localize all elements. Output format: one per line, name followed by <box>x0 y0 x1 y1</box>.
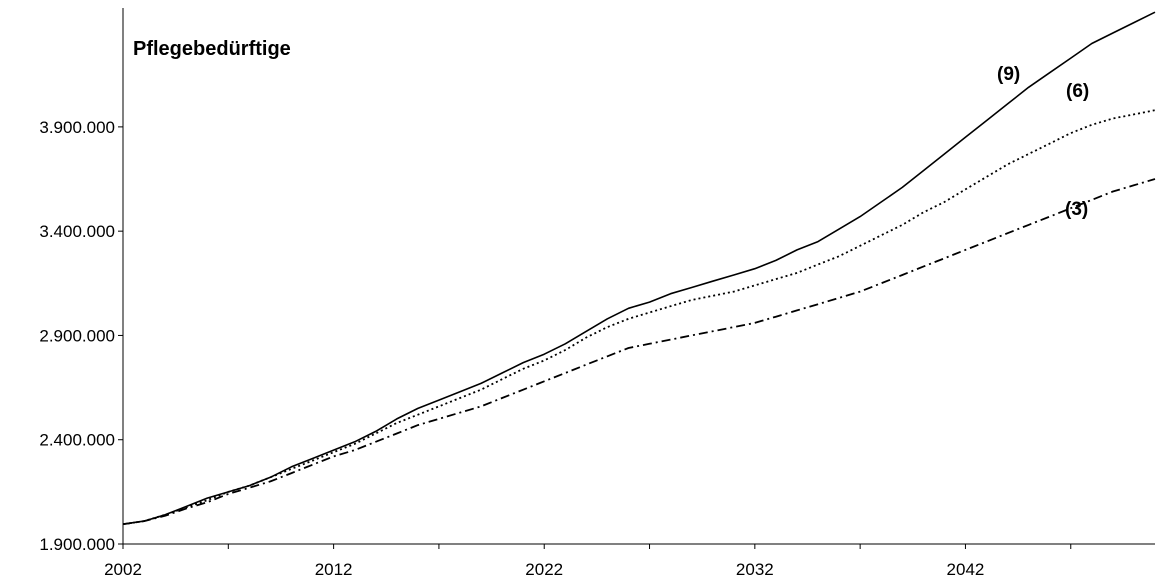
series-label-9: (9) <box>997 64 1020 85</box>
series-label-6: (6) <box>1066 81 1089 102</box>
y-tick-label: 2.400.000 <box>39 431 115 450</box>
x-tick-label: 2002 <box>104 560 142 579</box>
series-line-9 <box>122 11 1156 525</box>
x-tick-label: 2032 <box>736 560 774 579</box>
chart-title: Pflegebedürftige <box>133 38 291 60</box>
axes-layer <box>122 8 1155 545</box>
y-tick-label: 2.900.000 <box>39 326 115 345</box>
series-label-3: (3) <box>1065 199 1088 220</box>
series-layer <box>122 11 1156 526</box>
y-tick-label: 3.400.000 <box>39 222 115 241</box>
y-tick-label: 1.900.000 <box>39 535 115 554</box>
y-tick-label: 3.900.000 <box>39 118 115 137</box>
ticks-layer: 1.900.000 2.400.000 2.900.000 3.400.000 3.90… <box>39 118 1072 579</box>
series-line-6 <box>122 109 1156 526</box>
series-line-3 <box>122 178 1156 526</box>
x-tick-label: 2042 <box>947 560 985 579</box>
x-tick-label: 2012 <box>315 560 353 579</box>
x-tick-label: 2022 <box>525 560 563 579</box>
